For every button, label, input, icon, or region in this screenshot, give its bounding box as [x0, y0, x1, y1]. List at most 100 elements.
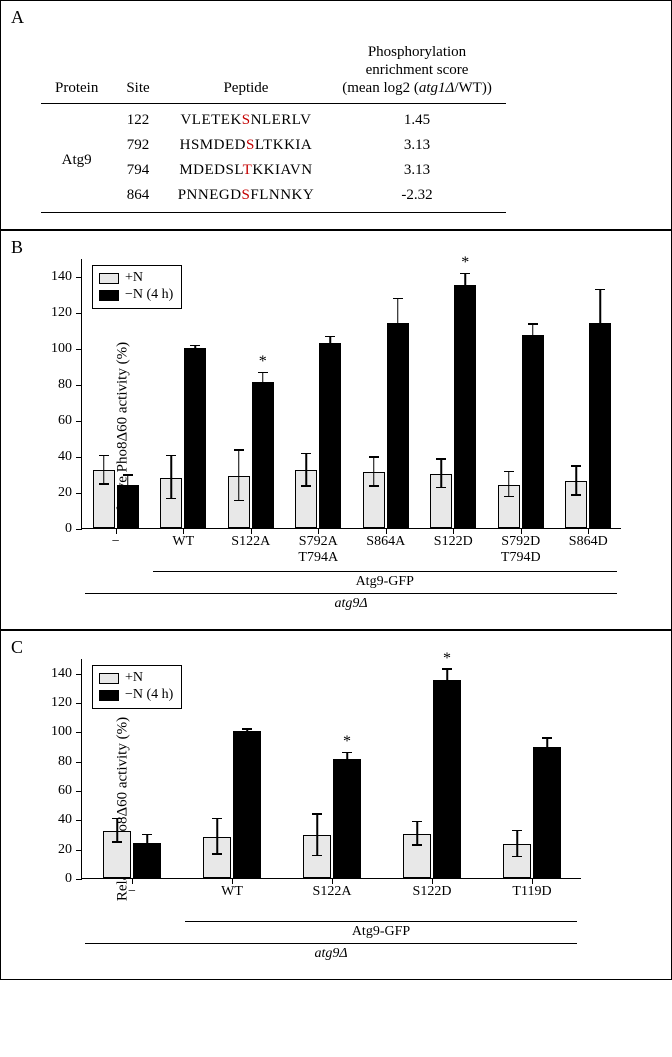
x-category-label: T119D	[512, 884, 551, 900]
bar-minusN	[454, 285, 476, 528]
errorbar-cap	[595, 289, 605, 291]
errorbar-cap	[212, 853, 222, 855]
significance-star: *	[443, 650, 451, 668]
errorbar-cap	[242, 728, 252, 730]
errorbar-cap	[528, 323, 538, 325]
errorbar-cap	[369, 485, 379, 487]
x-category-label: S122D	[434, 534, 473, 550]
errorbar	[546, 739, 548, 748]
panel-c-label: C	[11, 637, 23, 658]
y-tick-label: 20	[58, 842, 72, 858]
score-cell: 3.13	[328, 158, 506, 183]
bar-minusN	[184, 348, 206, 528]
errorbar-cap	[242, 731, 252, 733]
errorbar-cap	[542, 737, 552, 739]
score-cell: -2.32	[328, 183, 506, 213]
errorbar	[103, 456, 105, 470]
errorbar-cap	[412, 844, 422, 846]
panel-c: C Relative Pho8Δ60 activity (%) +N −N (4…	[0, 630, 672, 980]
y-tick-label: 0	[65, 871, 72, 887]
site-cell: 864	[112, 183, 163, 213]
th-peptide: Peptide	[164, 41, 329, 104]
legend-label-minusn: −N (4 h)	[125, 687, 173, 704]
errorbar-cap	[99, 483, 109, 485]
errorbar-cap	[542, 755, 552, 757]
y-tick	[76, 313, 82, 314]
legend-label-plusn: +N	[125, 270, 143, 287]
chart-b-plot: +N −N (4 h) 020406080100120140−WT*S122AS…	[81, 259, 621, 529]
swatch-minusn	[99, 290, 119, 301]
x-category-label: −	[128, 884, 136, 900]
errorbar-cap	[412, 821, 422, 823]
legend-row-minusn: −N (4 h)	[99, 687, 173, 704]
errorbar-cap	[312, 855, 322, 857]
legend-label-plusn: +N	[125, 670, 143, 687]
y-tick	[76, 421, 82, 422]
errorbar	[262, 373, 264, 382]
chart-c: Relative Pho8Δ60 activity (%) +N −N (4 h…	[81, 659, 651, 959]
errorbar	[316, 815, 318, 836]
y-tick-label: 40	[58, 449, 72, 465]
y-tick-label: 100	[51, 341, 72, 357]
bar-minusN	[522, 335, 544, 528]
errorbar-cap	[99, 455, 109, 457]
errorbar-cap	[166, 455, 176, 457]
errorbar-cap	[442, 689, 452, 691]
errorbar	[116, 819, 118, 831]
y-tick	[76, 277, 82, 278]
panel-a-label: A	[11, 7, 24, 28]
th-protein: Protein	[41, 41, 112, 104]
y-tick	[76, 791, 82, 792]
y-tick	[76, 879, 82, 880]
phospho-table: Protein Site Peptide Phosphorylation enr…	[41, 41, 506, 213]
swatch-minusn	[99, 690, 119, 701]
panel-a: A Protein Site Peptide Phosphorylation e…	[0, 0, 672, 230]
errorbar-cap	[571, 494, 581, 496]
errorbar-cap	[512, 830, 522, 832]
bar-minusN	[319, 343, 341, 528]
y-tick	[76, 762, 82, 763]
peptide-cell: HSMDEDSLTKKIA	[164, 133, 329, 158]
th-score-l1: Phosphorylation	[368, 44, 466, 60]
peptide-cell: MDEDSLTKKIAVN	[164, 158, 329, 183]
errorbar	[441, 460, 443, 474]
errorbar	[238, 476, 240, 501]
bar-minusN	[433, 680, 461, 878]
bar-minusN	[333, 759, 361, 878]
protein-cell: Atg9	[41, 104, 112, 213]
errorbar-cap	[190, 348, 200, 350]
errorbar	[216, 819, 218, 837]
score-cell: 1.45	[328, 104, 506, 134]
errorbar-cap	[301, 485, 311, 487]
y-tick-label: 60	[58, 413, 72, 429]
y-tick	[76, 457, 82, 458]
y-tick	[76, 820, 82, 821]
errorbar-cap	[393, 345, 403, 347]
x-category-label: S864A	[366, 534, 405, 550]
chart-b-legend: +N −N (4 h)	[92, 265, 182, 309]
y-tick	[76, 349, 82, 350]
y-tick-label: 40	[58, 812, 72, 828]
errorbar-cap	[512, 856, 522, 858]
errorbar-cap	[112, 841, 122, 843]
errorbar-cap	[342, 764, 352, 766]
errorbar-cap	[258, 390, 268, 392]
x-category-label: S122A	[313, 884, 352, 900]
y-tick	[76, 493, 82, 494]
peptide-cell: VLETEKSNLERLV	[164, 104, 329, 134]
errorbar-cap	[234, 500, 244, 502]
th-site: Site	[112, 41, 163, 104]
y-tick-label: 20	[58, 485, 72, 501]
errorbar-cap	[312, 813, 322, 815]
underlabel-atg9delta: atg9Δ	[85, 593, 617, 610]
errorbar-cap	[166, 498, 176, 500]
errorbar	[306, 454, 308, 470]
errorbar	[600, 290, 602, 322]
chart-c-plot: +N −N (4 h) 020406080100120140−WT*S122A*…	[81, 659, 581, 879]
errorbar-cap	[436, 487, 446, 489]
errorbar-cap	[436, 458, 446, 460]
errorbar-cap	[190, 345, 200, 347]
errorbar-cap	[212, 818, 222, 820]
site-cell: 794	[112, 158, 163, 183]
errorbar-cap	[142, 849, 152, 851]
